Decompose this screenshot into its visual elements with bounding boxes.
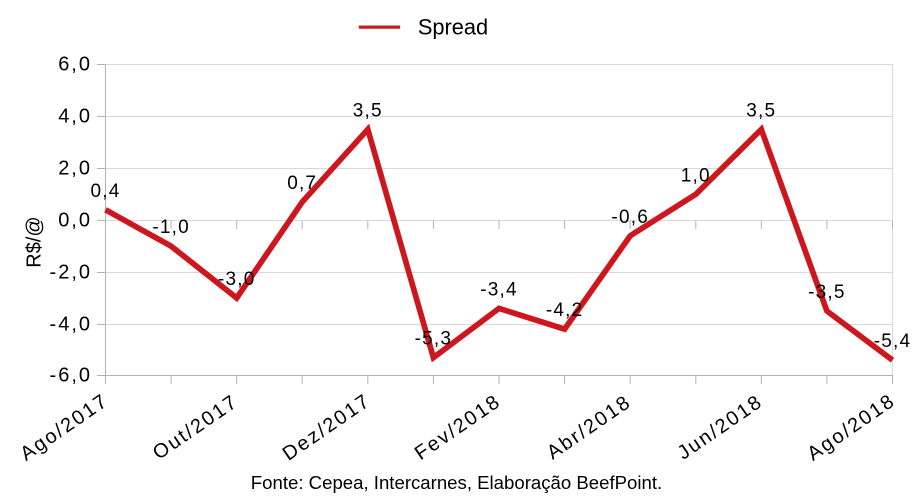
svg-text:4,0: 4,0 [58,106,92,128]
svg-text:2,0: 2,0 [58,158,92,180]
svg-text:-3,4: -3,4 [480,279,518,300]
svg-text:-6,0: -6,0 [50,365,92,387]
svg-text:-3,5: -3,5 [808,282,846,303]
svg-text:-5,3: -5,3 [415,329,453,350]
svg-text:0,0: 0,0 [58,210,92,232]
svg-text:0,7: 0,7 [287,173,317,194]
svg-text:0,4: 0,4 [90,181,120,202]
svg-text:3,5: 3,5 [353,100,383,121]
svg-text:-4,0: -4,0 [50,314,92,336]
svg-text:-5,4: -5,4 [874,331,912,352]
svg-text:6,0: 6,0 [58,54,92,76]
svg-text:-0,6: -0,6 [611,207,649,228]
svg-text:3,5: 3,5 [746,100,776,121]
svg-text:R$/@: R$/@ [24,216,46,267]
svg-text:-3,0: -3,0 [218,269,256,290]
svg-text:-4,2: -4,2 [546,300,584,321]
svg-text:-1,0: -1,0 [152,217,190,238]
svg-text:-2,0: -2,0 [50,262,92,284]
svg-text:Fonte: Cepea, Intercarnes, Ela: Fonte: Cepea, Intercarnes, Elaboração Be… [251,472,662,493]
svg-text:Spread: Spread [418,15,488,40]
svg-text:1,0: 1,0 [681,165,711,186]
